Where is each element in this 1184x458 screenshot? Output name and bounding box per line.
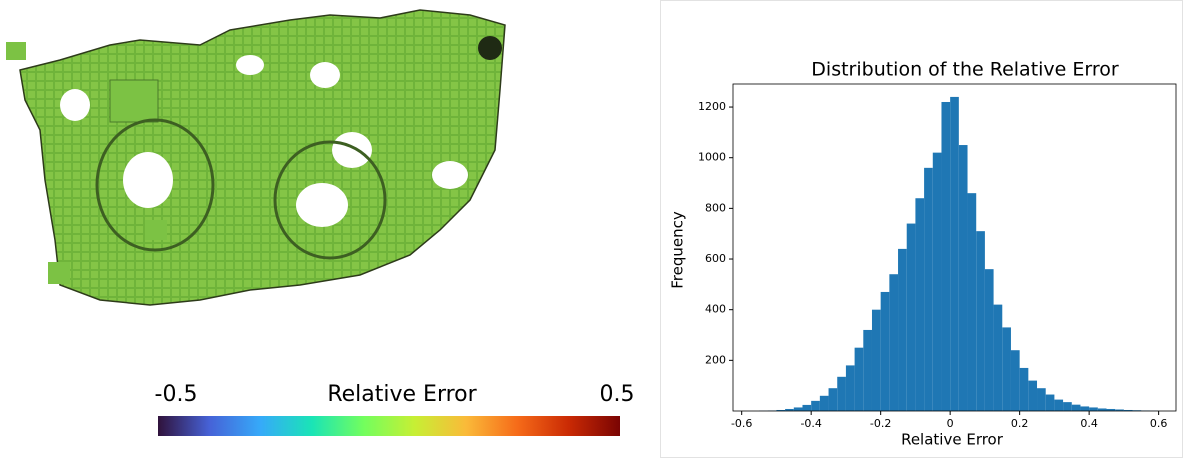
voxel-block (110, 80, 158, 122)
voxel-hole (296, 183, 348, 227)
x-tick-label: 0.2 (1011, 417, 1029, 430)
bar (1037, 388, 1046, 411)
bar (924, 168, 933, 411)
voxel-hole (310, 62, 340, 88)
chart-title: Distribution of the Relative Error (811, 59, 1119, 81)
bar (855, 348, 864, 411)
bar (837, 377, 846, 411)
voxel-block (48, 262, 70, 284)
bar (1046, 395, 1055, 411)
bar (846, 365, 855, 411)
bar (959, 145, 968, 411)
page: -0.5 Relative Error 0.5 Distribution of … (0, 0, 1184, 458)
y-tick-label: 600 (705, 252, 726, 265)
voxel-hole (332, 132, 372, 168)
voxel-hole (60, 89, 90, 121)
voxel-render (6, 10, 505, 305)
bar (1080, 406, 1089, 411)
bar (794, 407, 803, 411)
voxel-block (145, 220, 167, 240)
bar (811, 401, 820, 411)
y-tick-label: 1200 (698, 100, 726, 113)
y-tick-label: 400 (705, 303, 726, 316)
y-tick-label: 200 (705, 353, 726, 366)
bar (802, 405, 811, 411)
voxel-dark (478, 36, 502, 60)
bar (1072, 405, 1081, 411)
bar (889, 274, 898, 411)
bar (933, 153, 942, 411)
bar (994, 305, 1003, 411)
bar (872, 310, 881, 411)
bar (1028, 381, 1037, 411)
bar (985, 269, 994, 411)
voxel-hole (432, 161, 468, 189)
bar (881, 292, 890, 411)
x-axis-label: Relative Error (901, 431, 1004, 449)
voxel-hole (236, 55, 264, 75)
x-tick-label: 0.4 (1080, 417, 1098, 430)
bar (907, 224, 916, 411)
x-tick-label: -0.4 (800, 417, 821, 430)
voxel-body (20, 10, 505, 305)
bar (915, 198, 924, 411)
bar (1054, 400, 1063, 411)
bar (950, 97, 959, 411)
colorbar-max: 0.5 (600, 382, 635, 407)
bar (1089, 407, 1098, 411)
x-tick-label: -0.6 (731, 417, 752, 430)
colorbar-label: Relative Error (327, 382, 477, 407)
bar (941, 102, 950, 411)
x-tick-label: -0.2 (870, 417, 891, 430)
bar (1011, 350, 1020, 411)
bar (898, 249, 907, 411)
bar (1002, 327, 1011, 411)
colorbar-min: -0.5 (155, 382, 198, 407)
bar (1063, 402, 1072, 411)
bar (968, 193, 977, 411)
y-tick-label: 1000 (698, 151, 726, 164)
voxel-block (6, 42, 26, 60)
y-tick-label: 800 (705, 201, 726, 214)
x-tick-label: 0 (947, 417, 954, 430)
x-tick-label: 0.6 (1150, 417, 1168, 430)
bar (820, 396, 829, 411)
colorbar (158, 416, 620, 436)
y-axis-label: Frequency (669, 211, 687, 289)
bar (1020, 368, 1029, 411)
voxel-hole (123, 152, 173, 208)
bar (863, 330, 872, 411)
figure: -0.5 Relative Error 0.5 Distribution of … (0, 0, 1184, 458)
bar (829, 388, 838, 411)
bar (976, 231, 985, 411)
